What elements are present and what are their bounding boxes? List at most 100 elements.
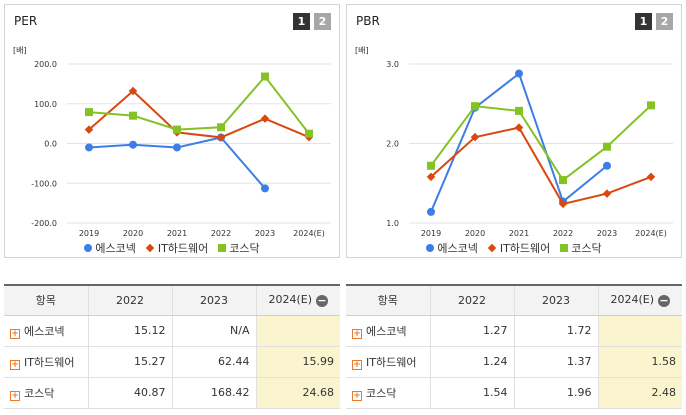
- data-point: [514, 123, 524, 132]
- value-2023: 1.72: [514, 315, 599, 347]
- y-tick-label: 0.0: [44, 140, 57, 149]
- data-point: [603, 142, 611, 151]
- chart-pager: 1 2: [293, 13, 331, 30]
- table-row: + 에스코넥 1.27 1.72: [346, 315, 682, 347]
- table-header-row: 항목 2022 2023 2024(E) −: [4, 284, 340, 316]
- header-2022: 2022: [430, 284, 515, 316]
- x-tick-label: 2020: [465, 229, 485, 238]
- row-name-cell: + IT하드웨어: [346, 346, 431, 378]
- header-2023: 2023: [172, 284, 257, 316]
- header-2024e: 2024(E) −: [256, 284, 340, 316]
- series-line: [88, 74, 310, 135]
- expand-icon[interactable]: +: [352, 328, 362, 339]
- data-point: [515, 106, 523, 115]
- legend-square-icon: [218, 244, 227, 252]
- x-tick-label: 2024(E): [293, 229, 325, 238]
- x-tick-label: 2023: [597, 229, 617, 238]
- legend-circle-icon: [84, 244, 93, 252]
- chart-pager: 1 2: [635, 13, 673, 30]
- legend-label: 에스코넥: [95, 242, 136, 255]
- header-item: 항목: [346, 284, 431, 316]
- x-tick-label: 2024(E): [635, 229, 667, 238]
- value-2022: 15.27: [88, 346, 173, 378]
- chart-legend: 에스코넥 IT하드웨어 코스닥: [5, 240, 339, 256]
- data-point: [216, 133, 226, 142]
- legend-label: 코스닥: [229, 242, 260, 255]
- legend-square-icon: [560, 244, 569, 252]
- row-name-cell: + 에스코넥: [4, 315, 89, 347]
- y-axis-unit: [배]: [13, 46, 27, 55]
- data-point: [173, 143, 181, 152]
- data-point: [470, 132, 480, 142]
- collapse-icon[interactable]: −: [316, 294, 329, 308]
- row-name: IT하드웨어: [24, 355, 75, 369]
- legend-diamond-icon: [487, 243, 497, 253]
- row-name-cell: + IT하드웨어: [4, 346, 89, 378]
- page-1-button[interactable]: 1: [293, 13, 310, 30]
- legend-item: 에스코넥: [84, 240, 136, 256]
- value-2022: 40.87: [88, 377, 173, 409]
- y-tick-label: 100.0: [34, 100, 57, 109]
- chart-legend: 에스코넥 IT하드웨어 코스닥: [347, 240, 681, 256]
- x-tick-label: 2019: [421, 229, 441, 238]
- x-tick-label: 2019: [79, 229, 99, 238]
- value-2024e: [598, 315, 682, 347]
- data-point: [129, 111, 137, 120]
- page-2-button[interactable]: 2: [656, 13, 673, 30]
- expand-icon[interactable]: +: [10, 328, 20, 339]
- data-point: [261, 184, 269, 193]
- header-2024e-label: 2024(E): [610, 293, 655, 307]
- page-1-button[interactable]: 1: [635, 13, 652, 30]
- value-2024e: 1.58: [598, 346, 682, 378]
- expand-icon[interactable]: +: [10, 390, 20, 401]
- value-2023: 168.42: [172, 377, 257, 409]
- y-tick-label: -200.0: [31, 219, 57, 228]
- series-line: [430, 104, 652, 182]
- value-2023: 1.96: [514, 377, 599, 409]
- collapse-icon[interactable]: −: [658, 294, 671, 308]
- legend-label: 에스코넥: [437, 242, 478, 255]
- data-point: [84, 125, 94, 134]
- value-2022: 1.54: [430, 377, 515, 409]
- data-point: [602, 189, 612, 198]
- table-row: + 코스닥 1.54 1.96 2.48: [346, 377, 682, 409]
- per-table: 항목 2022 2023 2024(E) − + 에스코넥 15.12 N/A + I…: [4, 284, 340, 409]
- legend-item: 코스닥: [218, 240, 260, 256]
- pbr-chart-panel: PBR 1 2 [배] 3.0 2.0 1.0 2019 2020 2021 2022 202…: [346, 4, 682, 258]
- header-item: 항목: [4, 284, 89, 316]
- table-row: + 에스코넥 15.12 N/A: [4, 315, 340, 347]
- expand-icon[interactable]: +: [352, 390, 362, 401]
- pbr-table: 항목 2022 2023 2024(E) − + 에스코넥 1.27 1.72 + I…: [346, 284, 682, 409]
- row-name-cell: + 에스코넥: [346, 315, 431, 347]
- data-point: [647, 101, 655, 110]
- data-point: [559, 176, 567, 185]
- table-row: + IT하드웨어 15.27 62.44 15.99: [4, 346, 340, 378]
- value-2024e: 15.99: [256, 346, 340, 378]
- data-point: [129, 140, 137, 149]
- data-point: [427, 161, 435, 170]
- page-2-button[interactable]: 2: [314, 13, 331, 30]
- expand-icon[interactable]: +: [352, 359, 362, 370]
- x-tick-label: 2021: [509, 229, 529, 238]
- y-tick-label: -100.0: [31, 179, 57, 188]
- y-tick-label: 1.0: [386, 219, 399, 228]
- series-line: [88, 89, 310, 139]
- row-name-cell: + 코스닥: [4, 377, 89, 409]
- x-tick-label: 2021: [167, 229, 187, 238]
- legend-item: 코스닥: [560, 240, 602, 256]
- data-point: [305, 129, 313, 138]
- x-tick-label: 2022: [211, 229, 231, 238]
- y-tick-label: 200.0: [34, 60, 57, 69]
- value-2023: 62.44: [172, 346, 257, 378]
- legend-item: IT하드웨어: [487, 240, 550, 256]
- y-tick-label: 3.0: [386, 60, 399, 69]
- legend-item: IT하드웨어: [145, 240, 209, 256]
- data-point: [85, 108, 93, 117]
- expand-icon[interactable]: +: [10, 359, 20, 370]
- chart-title: PER: [14, 14, 38, 28]
- data-point: [426, 172, 436, 182]
- row-name: 에스코넥: [366, 324, 407, 338]
- legend-label: IT하드웨어: [157, 242, 209, 255]
- table-row: + IT하드웨어 1.24 1.37 1.58: [346, 346, 682, 378]
- chart-title: PBR: [356, 14, 380, 28]
